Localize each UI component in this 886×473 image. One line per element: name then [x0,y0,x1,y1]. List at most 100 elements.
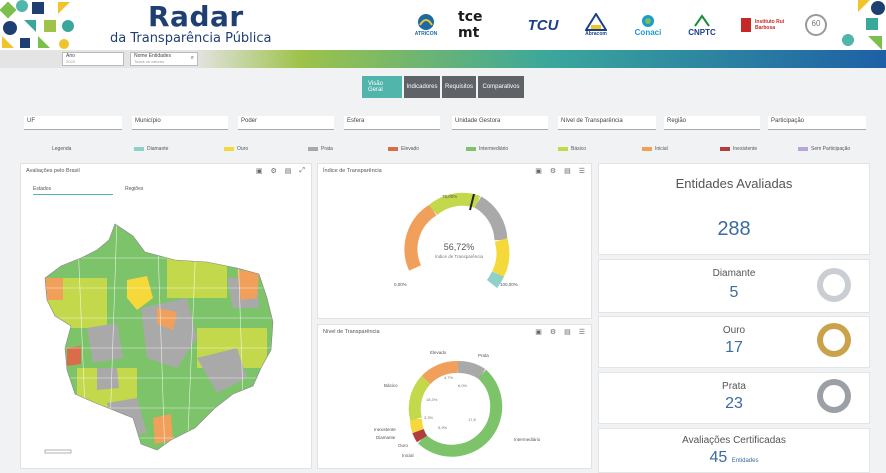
legend-swatch [224,147,234,151]
tcu-label: TCU [527,16,559,34]
map-panel-tools: ▣ ⚙ ▤ ⤢ [256,167,305,175]
legend-label: Básico [571,146,587,152]
menu-icon[interactable]: ☰ [578,329,585,336]
diamante-label: Diamante [712,268,756,279]
view-tabs: Visão Geral Indicadores Requisitos Compa… [362,76,524,98]
certified-suffix: Entidades [731,458,759,464]
year-select-value: 2023 [66,59,75,64]
donut-label-elevado: Elevado [430,350,447,355]
certified-value-row: 45 Entidades [599,449,869,467]
donut-label-ouro: Ouro [398,443,409,448]
donut-pct-prata: 6,0% [458,383,468,388]
donut-pct-intermediario: 17,8 [468,417,476,422]
entity-select-value: Todos os valores [134,59,165,64]
legend-item-intermediario: Intermediário [466,146,508,152]
gauge-label-left: 0,00% [394,282,407,287]
table-icon[interactable]: ▤ [564,168,571,175]
filter-nivel-transparencia[interactable]: Nível de Transparência [558,116,656,130]
map-tab-regioes[interactable]: Regiões [125,186,144,192]
ouro-card: Ouro 17 [598,316,870,368]
legend-swatch [466,147,476,151]
tab-indicadores[interactable]: Indicadores [404,76,440,98]
mato-grosso-map[interactable] [37,218,305,458]
table-icon[interactable]: ▤ [564,329,571,336]
donut-label-diamante: Diamante [376,435,396,440]
filter-unidade-gestora[interactable]: Unidade Gestora [452,116,548,130]
settings-icon[interactable]: ⚙ [549,168,557,175]
certified-label: Avaliações Certificadas [682,435,786,446]
gauge-label-top: 75,00% [442,194,458,199]
filter-participacao[interactable]: Participação [768,116,866,130]
abracom-logo: Abracom [578,8,614,42]
filter-poder[interactable]: Poder [238,116,334,130]
header: Radar da Transparência Pública ATRICON t… [0,0,886,50]
filter-regiao[interactable]: Região [664,116,760,130]
diamante-value: 5 [729,284,739,301]
diamante-card: Diamante 5 [598,259,870,313]
prata-label: Prata [722,381,746,392]
legend-label: Inicial [655,146,668,152]
legend-swatch [558,147,568,151]
tce-mt-logo: tce mt [458,8,508,42]
prata-seal-icon [817,379,851,413]
filter-municipio[interactable]: Município [132,116,228,130]
donut-panel-tools: ▣ ⚙ ▤ ☰ [535,328,585,336]
entities-total-value: 288 [717,218,751,240]
anniversary-ring: 60 [802,8,830,42]
gauge-needle [469,193,475,211]
settings-icon[interactable]: ⚙ [270,168,277,175]
ring-icon [805,14,827,36]
donut-pct-elevado: 4,7% [444,375,454,380]
export-icon[interactable]: ▣ [535,329,542,336]
decorative-shapes-left [0,0,74,49]
entities-total-card: Entidades Avaliadas 288 [598,163,870,255]
ouro-seal-icon [817,323,851,357]
legend-swatch [642,147,652,151]
legend-label: Inexistente [733,146,758,152]
legend-swatch [308,147,318,151]
export-icon[interactable]: ▣ [535,168,542,175]
gauge-center-label: Índice de Transparência [434,254,484,259]
diamante-seal-icon [817,268,851,302]
expand-icon[interactable]: ⤢ [299,167,305,174]
legend-item-sem-participacao: Sem Participação [798,146,850,152]
prata-card: Prata 23 [598,372,870,424]
legend-item-basico: Básico [558,146,586,152]
map-tab-estados[interactable]: Estados [33,186,113,195]
irb-logo: Instituto Rui Barbosa [734,8,800,42]
transparency-gauge [404,192,510,289]
entity-select-label: Nome Entidades [134,53,171,59]
ring-number: 60 [811,19,821,28]
entity-search-icon[interactable]: ⌕ [190,55,194,61]
export-icon[interactable]: ▣ [255,168,263,175]
certified-value: 45 [709,449,728,466]
seal-inner [822,273,846,297]
legend-swatch [134,147,144,151]
year-select-label: Ano [66,53,75,59]
irb-label: Instituto Rui Barbosa [755,19,785,31]
legend-label: Prata [321,146,333,152]
map-panel-title: Avaliações pelo Brasil [26,168,80,174]
tab-visao-geral[interactable]: Visão Geral [362,76,402,98]
map-panel: Avaliações pelo Brasil ▣ ⚙ ▤ ⤢ Estados R… [20,163,312,469]
gauge-panel: Índice de Transparência ▣ ⚙ ▤ ☰ 56,72% Í… [317,163,592,319]
tab-requisitos[interactable]: Requisitos [442,76,476,98]
brand-subtitle: da Transparência Pública [110,31,272,46]
brand-title: Radar [148,0,244,33]
donut-pct-basico: 18,3% [426,397,438,402]
donut-label-prata: Prata [478,353,489,358]
tce-mt-label: tce mt [458,9,483,41]
settings-icon[interactable]: ⚙ [549,329,557,336]
legend-title: Legenda [52,146,72,152]
filter-uf[interactable]: UF [24,116,122,130]
donut-pct-ouro: 5,9% [438,425,448,430]
legend-item-prata: Prata [308,146,333,152]
cnptc-icon [694,13,710,27]
tab-comparativos[interactable]: Comparativos [478,76,524,98]
filter-esfera[interactable]: Esfera [344,116,440,130]
donut-pct-inicial: 3,3% [424,415,434,420]
entity-select[interactable]: Nome Entidades Todos os valores ⌕ [130,52,198,66]
menu-icon[interactable]: ☰ [578,168,585,175]
year-select[interactable]: Ano 2023 [62,52,124,66]
table-icon[interactable]: ▤ [284,168,292,175]
